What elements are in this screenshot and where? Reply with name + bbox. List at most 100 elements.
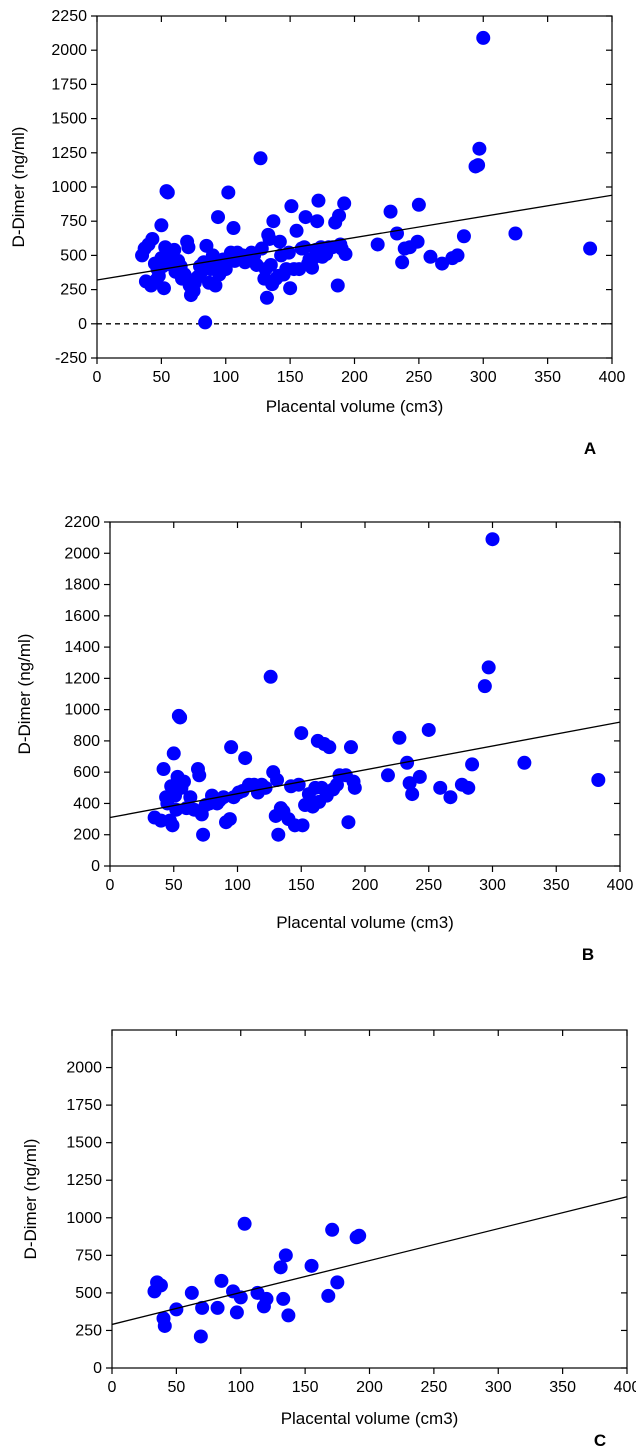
data-point (184, 1285, 199, 1300)
data-point (156, 281, 171, 296)
data-point (341, 815, 356, 830)
y-tick-label: 1200 (64, 670, 100, 687)
y-tick-label: 2200 (64, 514, 100, 531)
data-point (591, 773, 606, 787)
x-tick-label: 0 (108, 1379, 117, 1396)
data-point (485, 532, 500, 547)
y-tick-label: 0 (93, 1360, 102, 1377)
data-point (154, 218, 169, 233)
data-point (508, 226, 523, 241)
data-point (465, 757, 480, 772)
data-point (238, 751, 253, 766)
data-points (147, 532, 606, 842)
data-point (392, 730, 407, 745)
data-point (181, 240, 196, 255)
data-point (289, 223, 304, 238)
data-point (332, 208, 347, 223)
data-point (192, 768, 207, 783)
x-tick-label: 400 (614, 1379, 636, 1396)
y-axis-title: D-Dimer (ng/ml) (15, 634, 34, 755)
data-point (221, 185, 236, 200)
y-tick-label: 1500 (66, 1135, 102, 1152)
regression-line (109, 721, 621, 819)
x-tick-label: 300 (485, 1379, 512, 1396)
y-tick-label: 1500 (51, 111, 87, 128)
x-tick-label: 250 (415, 877, 442, 894)
data-point (383, 204, 398, 219)
x-tick-label: 150 (288, 877, 315, 894)
data-point (210, 1300, 225, 1315)
data-point (177, 267, 192, 282)
chart-panel-b: 0 50 100 150 200 250 300 350 400 0 200 400 600 800 100… (15, 514, 633, 964)
data-point (297, 240, 312, 255)
data-point (456, 229, 471, 244)
chart-panel-a: 0 50 100 150 200 250 300 350 400 -250 0 250 500 750 10… (9, 8, 625, 458)
data-point (276, 1291, 291, 1306)
data-point (145, 231, 160, 246)
data-point (443, 790, 458, 805)
regression-line (96, 194, 613, 281)
data-point (278, 1248, 293, 1263)
data-point (266, 214, 281, 229)
data-point (222, 812, 237, 827)
data-point (259, 1291, 274, 1306)
data-point (198, 315, 213, 330)
data-point (169, 1302, 184, 1317)
x-tick-label: 200 (341, 369, 368, 386)
x-tick-label: 50 (165, 877, 183, 894)
data-points (147, 1216, 367, 1344)
x-tick-label: 0 (93, 369, 102, 386)
panel-label: A (584, 439, 596, 458)
data-point (196, 827, 211, 842)
y-tick-label: 0 (78, 316, 87, 333)
data-points (135, 30, 598, 330)
data-point (330, 1275, 345, 1290)
data-point (421, 722, 436, 737)
x-tick-label: 350 (534, 369, 561, 386)
x-tick-label: 400 (599, 369, 626, 386)
plot-frame (96, 15, 613, 359)
data-point (481, 660, 496, 675)
x-tick-label: 300 (479, 877, 506, 894)
data-point (259, 290, 274, 305)
x-axis-title: Placental volume (cm3) (281, 1409, 459, 1428)
data-point (411, 197, 426, 212)
data-point (195, 1300, 210, 1315)
data-point (412, 769, 427, 784)
plot-frame (111, 1029, 628, 1369)
data-point (229, 1305, 244, 1320)
y-tick-label: 2000 (66, 1060, 102, 1077)
data-point (226, 221, 241, 236)
data-point (167, 242, 182, 257)
data-point (271, 827, 286, 842)
data-point (283, 281, 298, 296)
y-tick-label: 500 (75, 1285, 102, 1302)
data-point (325, 1222, 340, 1237)
data-point (272, 234, 287, 249)
y-tick-label: 1250 (51, 145, 87, 162)
data-point (352, 1228, 367, 1243)
y-axis-title: D-Dimer (ng/ml) (9, 127, 28, 248)
data-point (216, 790, 231, 805)
data-point (433, 780, 448, 795)
y-tick-label: 1000 (66, 1210, 102, 1227)
y-tick-label: 800 (73, 733, 100, 750)
chart-panel-c: 0 50 100 150 200 250 300 350 400 0 250 500 750 1000 12… (21, 1029, 636, 1450)
data-point (402, 776, 417, 791)
data-point (321, 1288, 336, 1303)
panel-label: B (582, 945, 594, 964)
y-axis-title: D-Dimer (ng/ml) (21, 1139, 40, 1260)
data-point (153, 1278, 168, 1293)
x-tick-label: 200 (352, 877, 379, 894)
data-point (337, 196, 352, 211)
regression-line (111, 1196, 628, 1326)
y-tick-label: 500 (60, 247, 87, 264)
data-point (380, 768, 395, 783)
data-point (410, 234, 425, 249)
data-point (166, 746, 181, 761)
data-point (461, 780, 476, 795)
data-point (263, 257, 278, 272)
x-tick-label: 50 (167, 1379, 185, 1396)
y-tick-label: 1750 (51, 76, 87, 93)
